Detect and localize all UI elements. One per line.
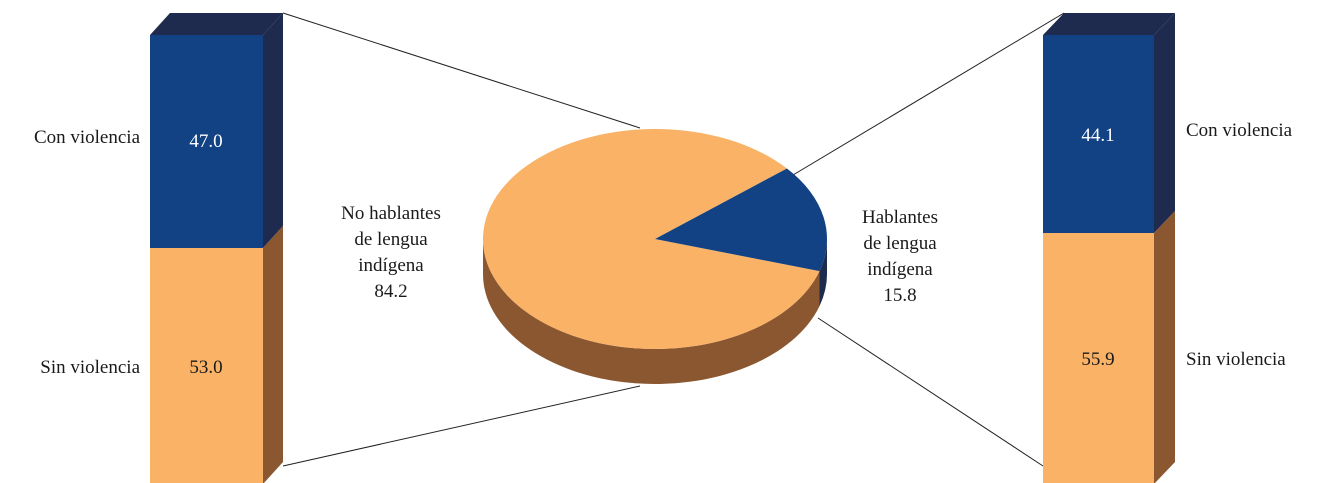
connector-line-left-top [282,12,641,129]
left-bar-side-orange [263,226,283,483]
right-bar-side-blue [1154,13,1175,233]
left-label-sin-violencia: Sin violencia [40,357,140,378]
right-label-con-violencia: Con violencia [1186,120,1293,141]
pie-chart [483,129,828,385]
pie-label-hablantes-line-3: indígena [867,259,933,280]
pie-label-no-hablantes-line-3: indígena [358,255,424,276]
pie-value-hablantes: 15.8 [883,285,916,306]
pie-label-no-hablantes-line-1: No hablantes [341,203,441,224]
right-label-sin-violencia: Sin violencia [1186,349,1286,370]
right-bar-value-sin-violencia: 55.9 [1081,349,1114,370]
connector-line-left-bottom [282,385,641,467]
pie-slice-no-hablantes [483,129,820,350]
pie-label-hablantes: Hablantes de lengua indígena 15.8 [862,207,938,306]
right-stacked-bar: 44.1 55.9 Con violencia Sin violencia [1043,13,1293,483]
left-bar-value-con-violencia: 47.0 [189,131,222,152]
left-stacked-bar: 47.0 53.0 Con violencia Sin violencia [34,13,283,483]
right-bar-top-face [1043,13,1175,35]
pie-label-hablantes-line-2: de lengua [863,233,937,254]
pie-slice-hablantes [655,168,828,272]
left-bar-segment-sin-violencia [150,248,263,483]
pie-side-no-hablantes [483,239,820,385]
connector-lines [282,12,1065,467]
pie-value-no-hablantes: 84.2 [374,281,407,302]
left-bar-value-sin-violencia: 53.0 [189,357,222,378]
right-bar-segment-con-violencia [1043,35,1154,233]
pie-label-no-hablantes-line-2: de lengua [354,229,428,250]
right-bar-value-con-violencia: 44.1 [1081,125,1114,146]
pie-side-hablantes [819,239,828,307]
right-bar-side-orange [1154,211,1175,483]
left-bar-side-blue [263,13,283,248]
pie-label-hablantes-line-1: Hablantes [862,207,938,228]
connector-line-right-top [787,12,1065,179]
left-bar-segment-con-violencia [150,35,263,248]
pie-label-no-hablantes: No hablantes de lengua indígena 84.2 [341,203,441,302]
left-bar-top-face [150,13,283,35]
right-bar-segment-sin-violencia [1043,233,1154,483]
connector-line-right-bottom [817,317,1044,467]
left-label-con-violencia: Con violencia [34,127,141,148]
